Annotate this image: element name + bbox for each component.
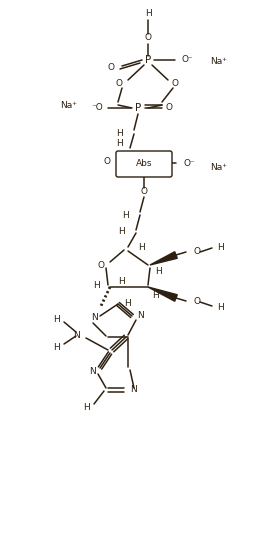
Text: O: O [108, 63, 115, 71]
FancyBboxPatch shape [116, 151, 172, 177]
Text: H: H [118, 227, 125, 237]
Text: H: H [53, 342, 60, 352]
Text: H: H [155, 267, 162, 276]
Text: ⁻O: ⁻O [91, 104, 103, 112]
Text: H: H [152, 291, 159, 300]
Text: P: P [135, 103, 141, 113]
Text: H: H [83, 402, 90, 411]
Polygon shape [150, 252, 177, 265]
Text: H: H [122, 211, 129, 219]
Text: H: H [93, 281, 100, 291]
Text: N: N [92, 314, 98, 322]
Text: O⁻: O⁻ [183, 159, 195, 167]
Text: H: H [124, 299, 131, 307]
Text: O⁻: O⁻ [181, 56, 193, 64]
Text: H: H [118, 278, 125, 287]
Text: Abs: Abs [136, 159, 152, 167]
Text: O: O [97, 260, 104, 269]
Text: H: H [116, 129, 123, 138]
Text: O: O [140, 187, 147, 197]
Text: H: H [217, 242, 224, 252]
Text: H: H [53, 314, 60, 323]
Text: N: N [130, 386, 137, 395]
Text: O: O [193, 298, 200, 307]
Text: H: H [217, 302, 224, 312]
Text: Na⁺: Na⁺ [210, 164, 227, 172]
Text: O: O [144, 33, 151, 43]
Text: H: H [145, 10, 151, 18]
Text: O: O [166, 103, 173, 111]
Text: N: N [73, 330, 80, 340]
Text: H: H [116, 138, 123, 147]
Text: P: P [145, 55, 151, 65]
Text: H: H [138, 244, 145, 253]
Text: O: O [103, 158, 110, 166]
Text: O: O [172, 79, 179, 89]
Text: Na⁺: Na⁺ [60, 102, 77, 111]
Polygon shape [148, 287, 177, 301]
Text: O: O [193, 247, 200, 256]
Text: Na⁺: Na⁺ [210, 57, 227, 66]
Text: O: O [116, 79, 123, 89]
Text: N: N [137, 312, 144, 321]
Text: N: N [89, 367, 96, 375]
